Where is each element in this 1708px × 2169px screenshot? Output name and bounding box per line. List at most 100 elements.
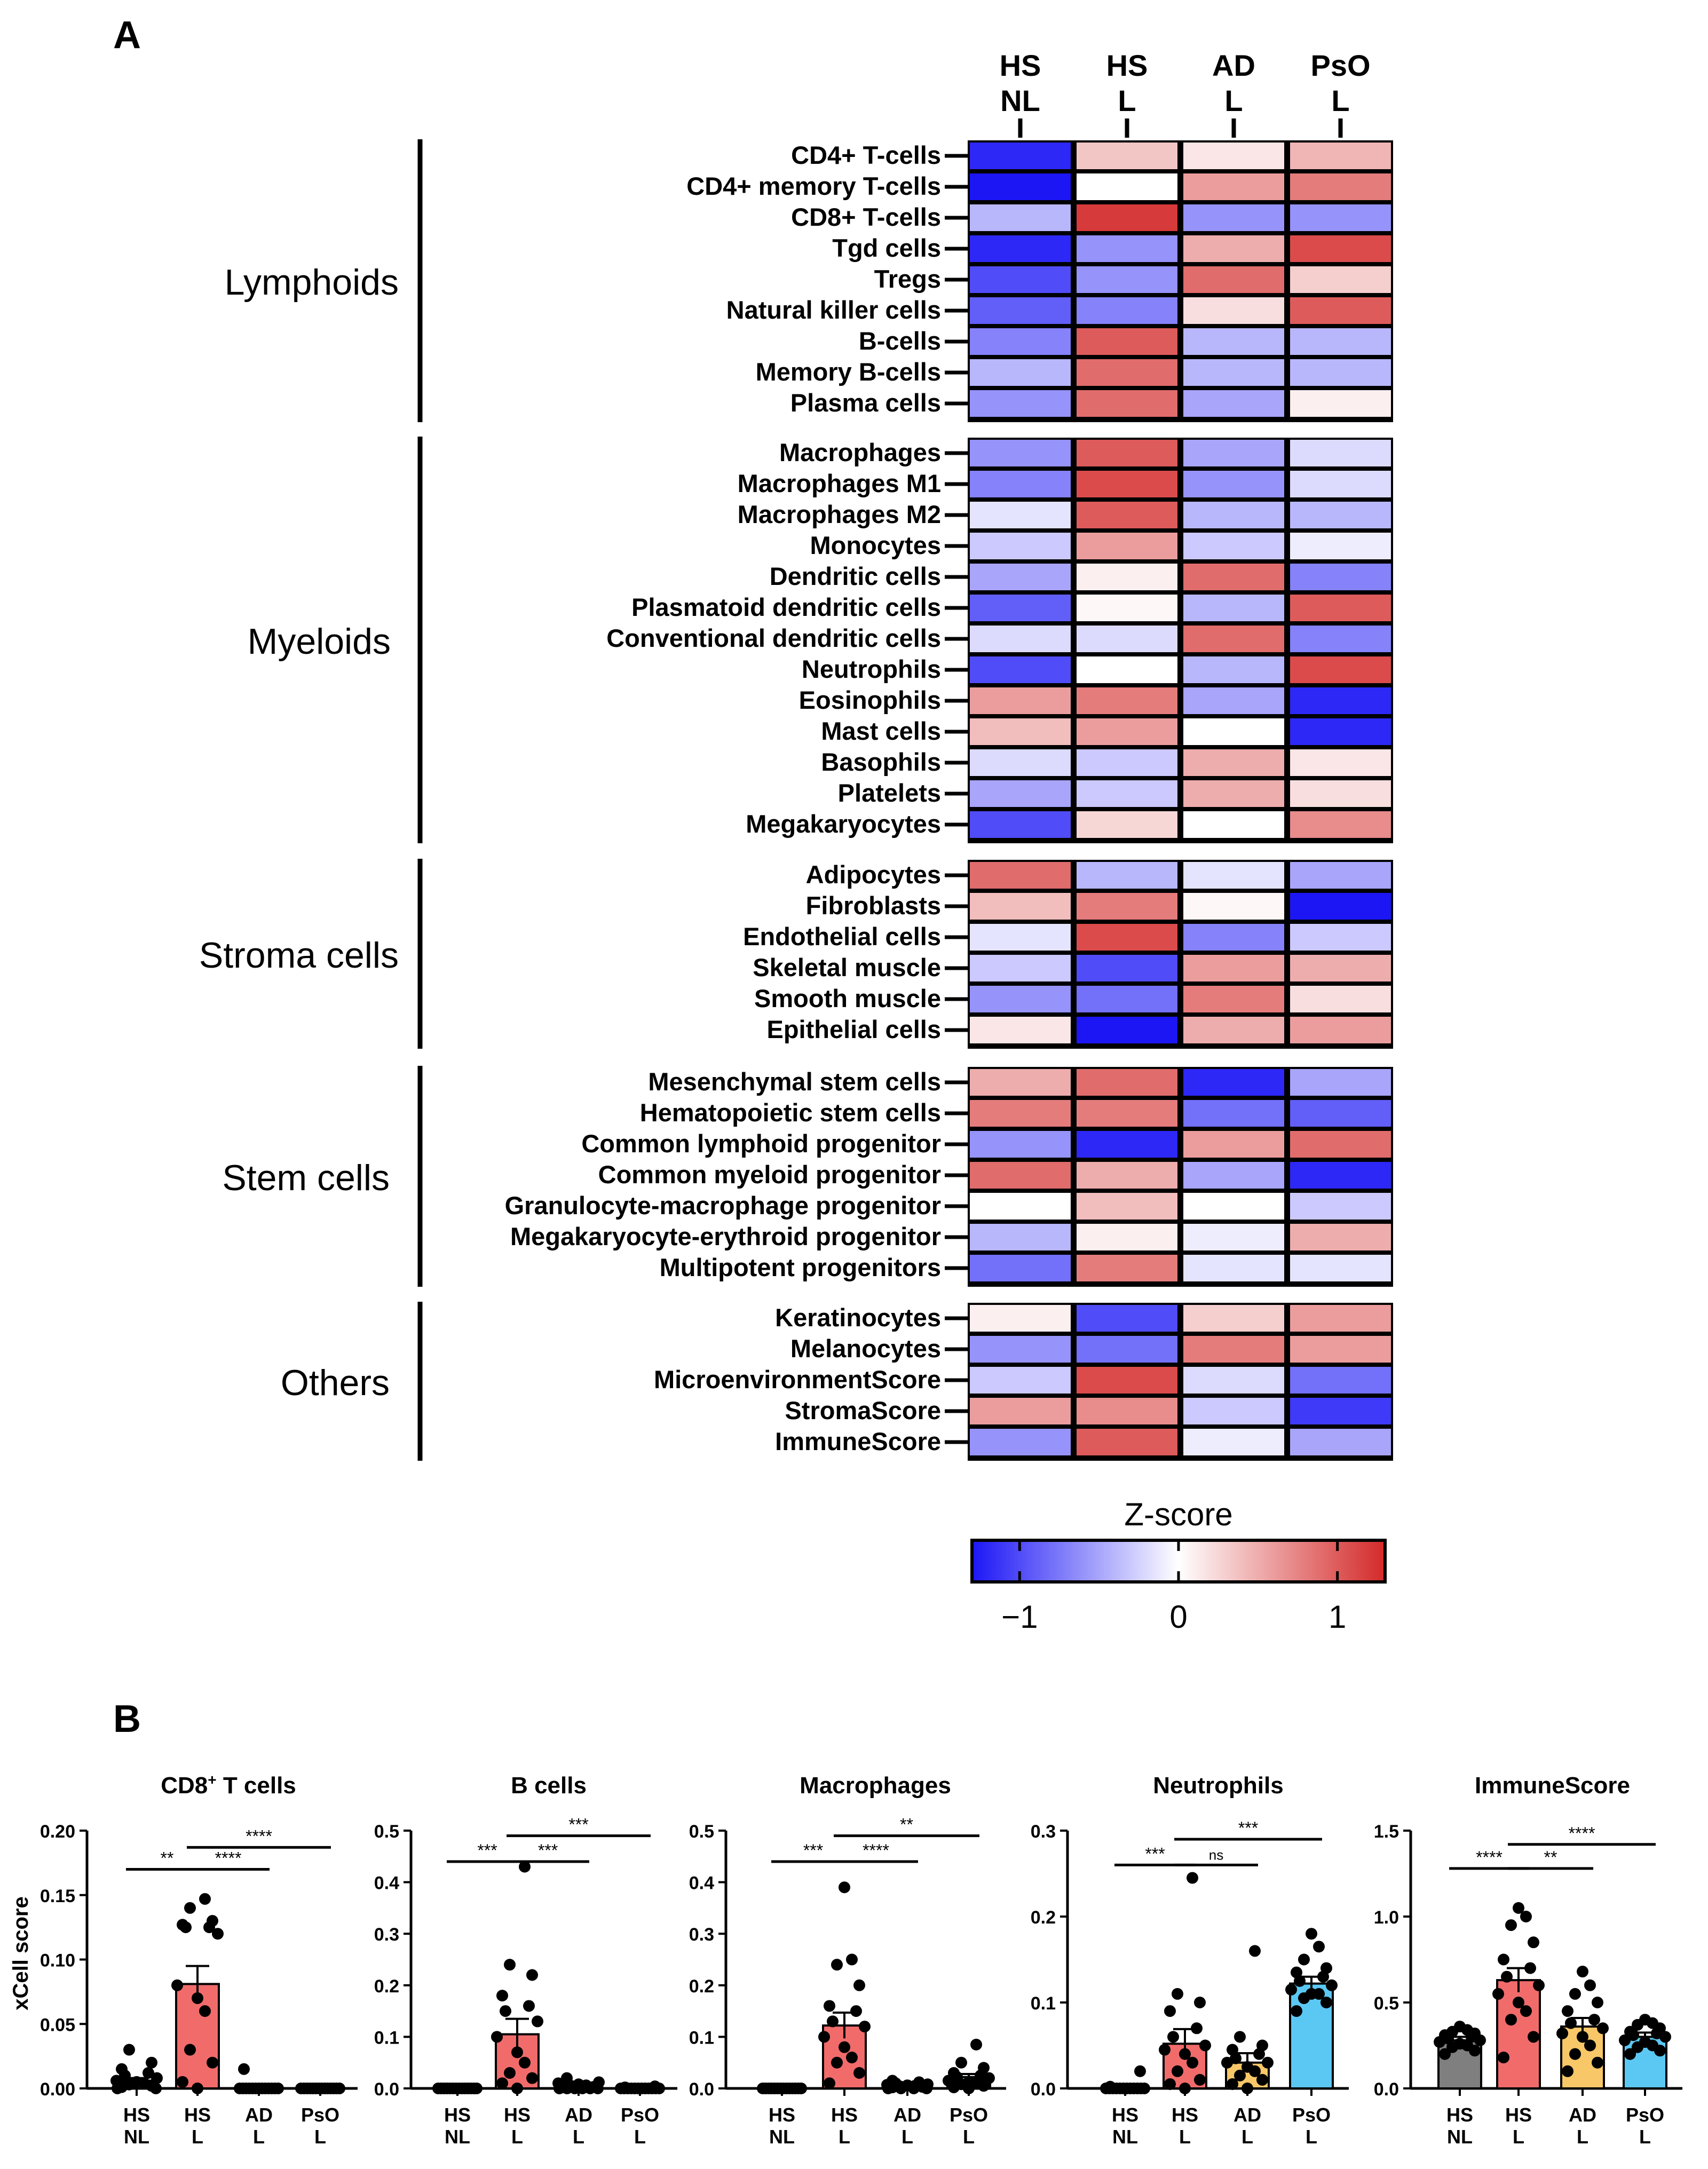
heat-cell	[1183, 502, 1284, 528]
heat-cell	[1183, 811, 1284, 838]
heat-cell	[1290, 1017, 1391, 1043]
column-header-line: L	[1118, 84, 1136, 117]
data-point	[1159, 2044, 1171, 2056]
y-tick-label: 0.3	[689, 1925, 714, 1945]
data-point	[1524, 1962, 1536, 1974]
y-tick-label: 0.2	[689, 1976, 714, 1997]
heat-cell	[1290, 811, 1391, 838]
data-point	[1513, 1902, 1524, 1914]
y-tick-label: 0.0	[1031, 2079, 1056, 2100]
heat-cell	[1077, 893, 1177, 920]
y-tick-label: 0.1	[1031, 1993, 1056, 2014]
column-header-line: NL	[1000, 84, 1040, 117]
heat-cell	[1183, 390, 1284, 417]
data-point	[1320, 1962, 1332, 1974]
data-point	[1520, 2005, 1532, 2017]
data-point	[146, 2056, 157, 2069]
y-tick-label: 1.5	[1374, 1822, 1399, 1842]
data-point	[1172, 2065, 1183, 2077]
heat-cell	[1290, 862, 1391, 889]
data-point	[207, 1915, 218, 1927]
data-point	[171, 1979, 183, 1991]
data-point	[1164, 2005, 1176, 2017]
heat-cell	[1290, 986, 1391, 1012]
heat-cell	[1077, 173, 1177, 200]
data-point	[1187, 1872, 1198, 1884]
heat-cell	[1183, 1131, 1284, 1158]
chart-title-text: Neutrophils	[1153, 1772, 1283, 1799]
row-label: Epithelial cells	[766, 1015, 941, 1043]
significance-label: ****	[1569, 1824, 1595, 1843]
x-tick-label: HS	[1505, 2104, 1532, 2126]
heat-cell	[1183, 1336, 1284, 1363]
row-label: B-cells	[859, 327, 941, 355]
data-point	[1562, 2065, 1573, 2077]
heat-cell	[970, 1224, 1071, 1250]
data-point	[850, 2005, 862, 2017]
data-point	[1285, 1983, 1297, 1996]
heat-cell	[1290, 390, 1391, 417]
panel-b-ylabel: xCell score	[9, 1896, 33, 2010]
data-point	[1242, 2083, 1253, 2094]
x-tick-label: NL	[1112, 2126, 1138, 2148]
heat-cell	[1077, 266, 1177, 293]
data-point	[526, 2072, 538, 2084]
row-label: Smooth muscle	[754, 984, 941, 1012]
x-tick-label: L	[634, 2126, 646, 2148]
y-tick-label: 0.4	[374, 1873, 399, 1894]
data-point	[1639, 2014, 1651, 2026]
data-point	[619, 2081, 631, 2094]
data-point	[1592, 1997, 1603, 2008]
data-point	[1439, 2048, 1451, 2060]
heat-cell	[1290, 1336, 1391, 1363]
row-label: Basophils	[821, 748, 941, 776]
heat-cell	[970, 297, 1071, 324]
data-point	[123, 2044, 135, 2056]
chart-title-text: B cells	[511, 1772, 587, 1799]
data-point	[831, 1959, 843, 1971]
heat-cell	[1183, 1017, 1284, 1043]
x-tick-label: NL	[445, 2126, 470, 2148]
data-point	[1242, 2061, 1253, 2073]
data-point	[334, 2083, 345, 2094]
data-point	[1505, 2014, 1517, 2026]
data-point	[1556, 2027, 1568, 2039]
y-tick-label: 0.05	[40, 2015, 75, 2035]
x-tick-label: PsO	[1626, 2104, 1664, 2126]
heat-cell	[1290, 595, 1391, 621]
y-tick-label: 0.20	[40, 1822, 75, 1842]
group-label: Lymphoids	[225, 262, 399, 303]
heat-cell	[1290, 718, 1391, 745]
data-point	[1227, 2044, 1238, 2056]
heat-cell	[1077, 471, 1177, 497]
zscore-colorbar: Z-score −1 0 1	[970, 1497, 1387, 1635]
data-point	[1298, 1953, 1310, 1966]
data-point	[199, 2005, 211, 2017]
data-point	[824, 2000, 835, 2012]
bar-chart: Neutrophils0.00.10.20.3HSNLHSLADLPsOL***…	[1031, 1772, 1349, 2148]
data-point	[1624, 2048, 1636, 2060]
x-tick-label: PsO	[301, 2104, 339, 2126]
heat-cell	[1290, 1193, 1391, 1220]
data-point	[496, 1990, 508, 2002]
chart-title: B cells	[511, 1772, 587, 1799]
x-tick-label: NL	[124, 2126, 149, 2148]
chart-title: Neutrophils	[1153, 1772, 1283, 1799]
data-point	[1505, 1919, 1517, 1931]
heat-cell	[1077, 749, 1177, 776]
heatmap-row-labels: CD4+ T-cells CD4+ memory T-cells CD8+ T-ce…	[505, 141, 968, 1455]
x-tick-label: HS	[831, 2104, 858, 2126]
heat-cell	[1183, 440, 1284, 466]
heat-cell	[970, 718, 1071, 745]
heat-cell	[1290, 359, 1391, 386]
data-point	[1164, 2078, 1176, 2090]
data-point	[212, 1928, 224, 1940]
significance-label: ***	[1145, 1844, 1165, 1863]
y-tick-label: 0.1	[689, 2028, 714, 2048]
data-point	[1291, 1966, 1302, 1978]
heat-cell	[1290, 235, 1391, 262]
heat-cell	[1290, 1367, 1391, 1394]
data-point	[1320, 1997, 1332, 2008]
data-point	[526, 1969, 538, 1981]
row-label: Megakaryocytes	[746, 810, 941, 838]
